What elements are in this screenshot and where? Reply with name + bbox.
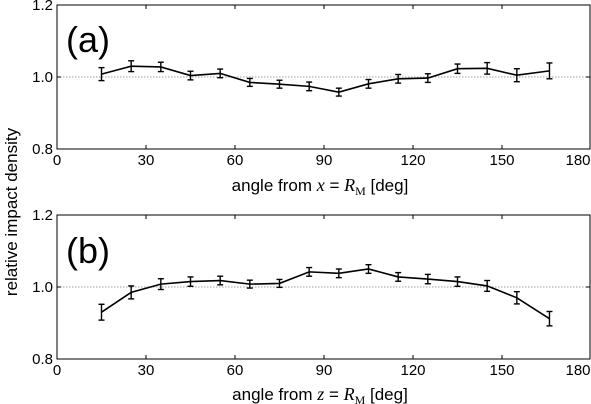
x-tick-label-a: 60 <box>227 152 244 169</box>
x-tick-label-a: 180 <box>565 152 590 169</box>
x-tick-label-b: 0 <box>53 362 61 379</box>
panel-a: 0 30 60 90 120 150 180 0.8 1.0 1.2 (a) angle from x… <box>32 0 590 198</box>
y-tick-label-a: 1.2 <box>32 0 53 14</box>
x-tick-label-a: 150 <box>489 152 514 169</box>
x-tick-label-a: 0 <box>53 152 61 169</box>
y-tick-label-b: 0.8 <box>32 351 53 368</box>
x-tick-label-b: 60 <box>227 362 244 379</box>
x-tick-label-b: 30 <box>138 362 155 379</box>
x-axis-label-b: angle from z = RM [deg] <box>232 384 408 404</box>
x-tick-label-b: 120 <box>400 362 425 379</box>
x-tick-label-b: 90 <box>316 362 333 379</box>
panel-label-b: (b) <box>66 230 110 271</box>
y-tick-label-a: 0.8 <box>32 141 53 158</box>
series-line-b <box>101 268 550 320</box>
x-tick-label-a: 120 <box>400 152 425 169</box>
panel-b: 0 30 60 90 120 150 180 0.8 1.0 1.2 (b) angle from z… <box>32 207 590 404</box>
panel-label-a: (a) <box>66 19 110 60</box>
y-tick-label-a: 1.0 <box>32 69 53 86</box>
x-tick-label-a: 90 <box>316 152 333 169</box>
x-axis-label-a: angle from x = RM [deg] <box>232 175 409 198</box>
y-tick-label-b: 1.0 <box>32 279 53 296</box>
x-tick-label-b: 180 <box>565 362 590 379</box>
y-axis-label: relative impact density <box>2 127 21 296</box>
y-tick-label-b: 1.2 <box>32 207 53 224</box>
x-tick-label-a: 30 <box>138 152 155 169</box>
series-line-a <box>101 65 550 93</box>
x-tick-label-b: 150 <box>489 362 514 379</box>
